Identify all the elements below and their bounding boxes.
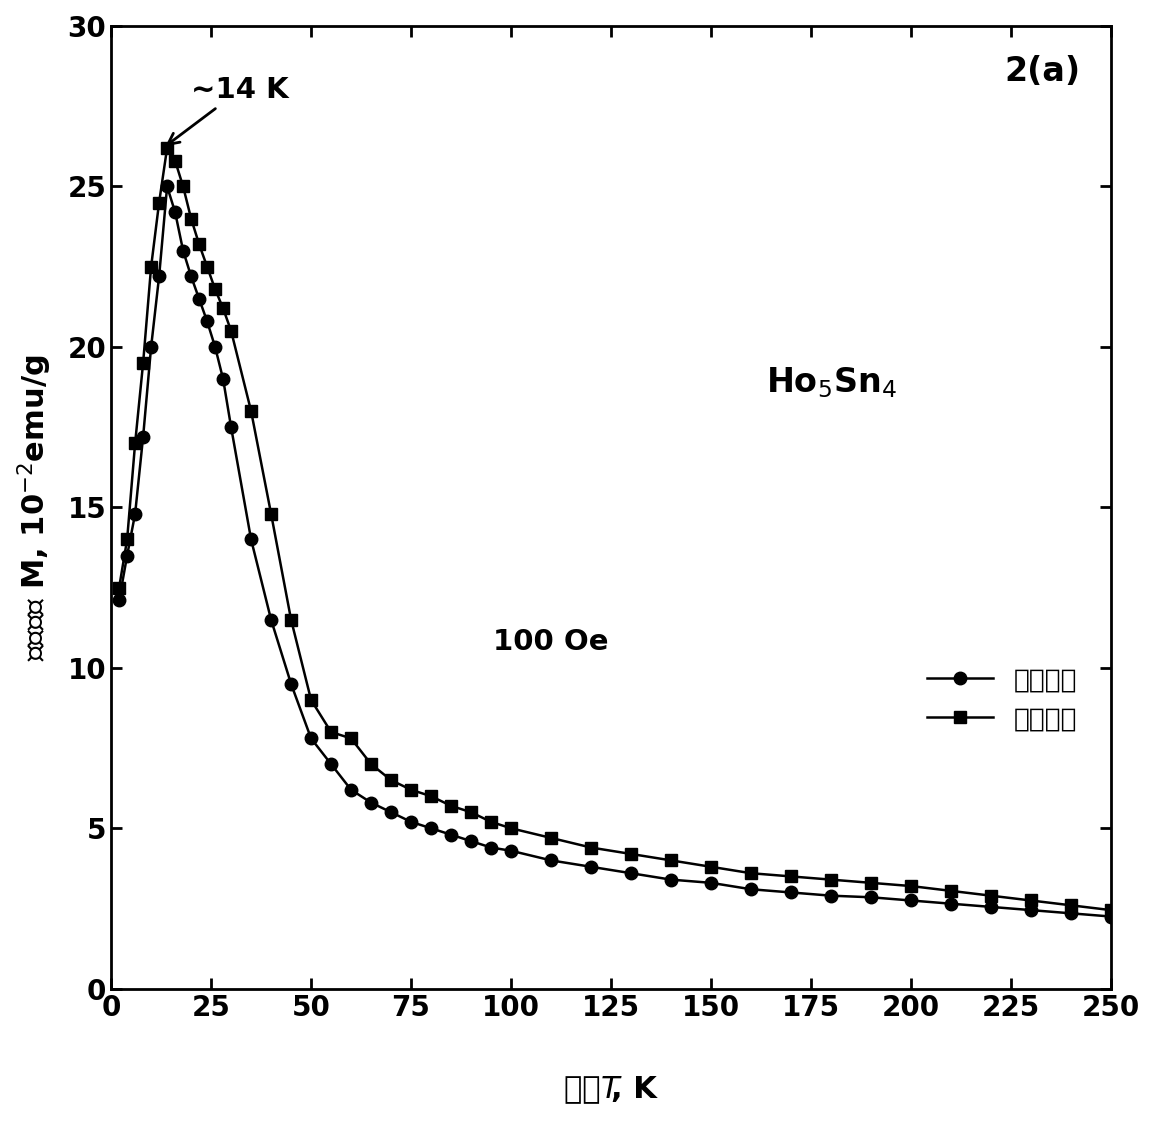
磁场冷却 (445, 799, 459, 813)
零场冷却 (385, 805, 398, 819)
磁场冷却 (208, 282, 222, 296)
零场冷却 (484, 840, 498, 854)
零场冷却 (224, 421, 238, 434)
磁场冷却 (177, 179, 191, 193)
零场冷却 (904, 894, 918, 907)
零场冷却 (161, 179, 174, 193)
磁场冷却 (284, 612, 298, 626)
磁场冷却 (504, 821, 517, 835)
磁场冷却 (120, 533, 134, 547)
零场冷却 (705, 877, 718, 890)
零场冷却 (1024, 904, 1038, 917)
磁场冷却 (624, 847, 638, 861)
零场冷却 (112, 593, 126, 607)
磁场冷却 (464, 805, 478, 819)
零场冷却 (424, 821, 438, 835)
磁场冷却 (385, 773, 398, 787)
零场冷却 (664, 873, 678, 887)
零场冷却 (624, 866, 638, 880)
零场冷却 (824, 889, 837, 903)
Y-axis label: 磁化强度 M, 10$^{-2}$emu/g: 磁化强度 M, 10$^{-2}$emu/g (15, 354, 53, 661)
磁场冷却 (664, 854, 678, 868)
磁场冷却 (304, 693, 318, 706)
磁场冷却 (544, 831, 558, 845)
Text: $T$: $T$ (599, 1075, 623, 1105)
磁场冷却 (1024, 894, 1038, 907)
零场冷却 (208, 340, 222, 354)
零场冷却 (244, 533, 258, 547)
零场冷却 (120, 549, 134, 562)
零场冷却 (169, 205, 182, 219)
磁场冷却 (136, 356, 150, 370)
磁场冷却 (216, 302, 230, 315)
磁场冷却 (904, 879, 918, 892)
零场冷却 (177, 244, 191, 257)
磁场冷却 (484, 815, 498, 829)
Text: ~14 K: ~14 K (167, 76, 289, 144)
磁场冷却 (264, 507, 278, 521)
磁场冷却 (344, 731, 358, 745)
零场冷却 (984, 900, 998, 914)
零场冷却 (744, 882, 758, 896)
零场冷却 (184, 270, 198, 284)
Legend: 零场冷却, 磁场冷却: 零场冷却, 磁场冷却 (927, 667, 1078, 733)
零场冷却 (152, 270, 166, 284)
磁场冷却 (944, 885, 957, 898)
Text: 2(a): 2(a) (1005, 54, 1081, 87)
零场冷却 (544, 854, 558, 868)
磁场冷却 (128, 437, 142, 450)
磁场冷却 (244, 405, 258, 418)
Text: 温度: 温度 (564, 1075, 611, 1105)
磁场冷却 (364, 758, 378, 771)
磁场冷却 (192, 237, 206, 251)
磁场冷却 (984, 889, 998, 903)
零场冷却 (864, 890, 878, 904)
Line: 磁场冷却: 磁场冷却 (113, 142, 1117, 916)
零场冷却 (216, 372, 230, 386)
磁场冷却 (152, 196, 166, 210)
磁场冷却 (584, 840, 598, 854)
零场冷却 (344, 782, 358, 796)
零场冷却 (325, 758, 338, 771)
磁场冷却 (112, 581, 126, 594)
磁场冷却 (404, 782, 418, 796)
零场冷却 (128, 507, 142, 521)
零场冷却 (304, 731, 318, 745)
Text: 100 Oe: 100 Oe (493, 628, 609, 657)
磁场冷却 (705, 860, 718, 873)
零场冷却 (364, 796, 378, 810)
零场冷却 (144, 340, 158, 354)
零场冷却 (944, 897, 957, 911)
零场冷却 (192, 291, 206, 305)
磁场冷却 (1104, 904, 1118, 917)
磁场冷却 (200, 260, 214, 273)
Line: 零场冷却: 零场冷却 (113, 180, 1117, 923)
零场冷却 (464, 835, 478, 848)
零场冷却 (784, 886, 798, 899)
零场冷却 (200, 314, 214, 328)
零场冷却 (284, 677, 298, 691)
零场冷却 (1104, 909, 1118, 923)
磁场冷却 (161, 141, 174, 154)
零场冷却 (404, 815, 418, 829)
零场冷却 (264, 612, 278, 626)
Text: Ho$_5$Sn$_4$: Ho$_5$Sn$_4$ (766, 365, 896, 399)
磁场冷却 (184, 212, 198, 226)
磁场冷却 (824, 873, 837, 887)
零场冷却 (504, 844, 517, 857)
磁场冷却 (424, 789, 438, 803)
Text: , K: , K (611, 1075, 657, 1105)
磁场冷却 (144, 260, 158, 273)
磁场冷却 (784, 870, 798, 883)
磁场冷却 (864, 877, 878, 890)
零场冷却 (445, 828, 459, 841)
磁场冷却 (169, 154, 182, 168)
磁场冷却 (1064, 898, 1078, 912)
零场冷却 (584, 860, 598, 873)
磁场冷却 (744, 866, 758, 880)
零场冷却 (1064, 906, 1078, 920)
磁场冷却 (325, 726, 338, 739)
磁场冷却 (224, 324, 238, 338)
零场冷却 (136, 430, 150, 443)
